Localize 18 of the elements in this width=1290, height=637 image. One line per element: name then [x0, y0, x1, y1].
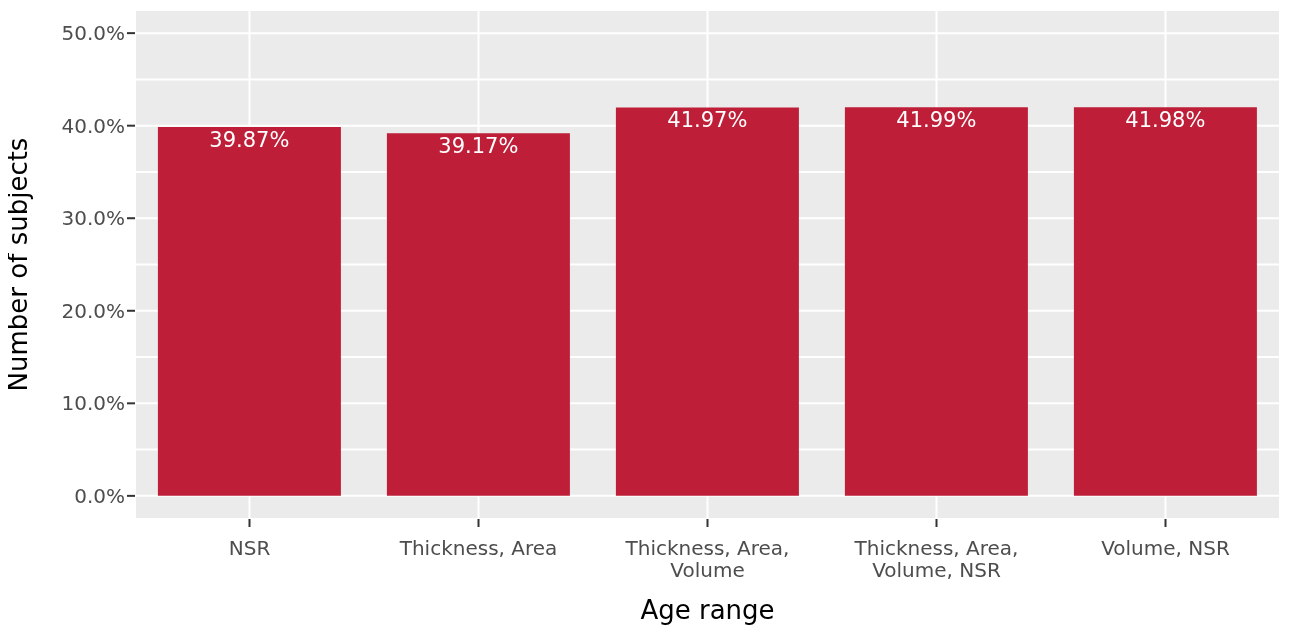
y-tick-label: 30.0% — [61, 206, 125, 231]
y-tick-label: 10.0% — [61, 391, 125, 416]
data-label: 39.87% — [209, 127, 290, 152]
data-label: 41.98% — [1125, 108, 1206, 133]
x-axis-title: Age range — [640, 595, 775, 625]
y-tick-label: 20.0% — [61, 298, 125, 323]
y-tick-label: 0.0% — [74, 483, 125, 508]
x-tick-label: Thickness, Area — [398, 536, 558, 560]
x-tick-label: Thickness, Area, Volume, NSR — [853, 536, 1019, 582]
y-tick-label: 50.0% — [61, 21, 125, 46]
y-tick-label: 40.0% — [61, 113, 125, 138]
x-tick-label: Thickness, Area, Volume — [624, 536, 790, 582]
y-axis-title: Number of subjects — [3, 137, 34, 392]
data-label: 41.97% — [667, 108, 748, 133]
x-tick-label: Volume, NSR — [1101, 536, 1230, 560]
x-tick-label: NSR — [228, 536, 271, 560]
data-label: 41.99% — [896, 108, 977, 133]
data-label: 39.17% — [438, 134, 519, 159]
